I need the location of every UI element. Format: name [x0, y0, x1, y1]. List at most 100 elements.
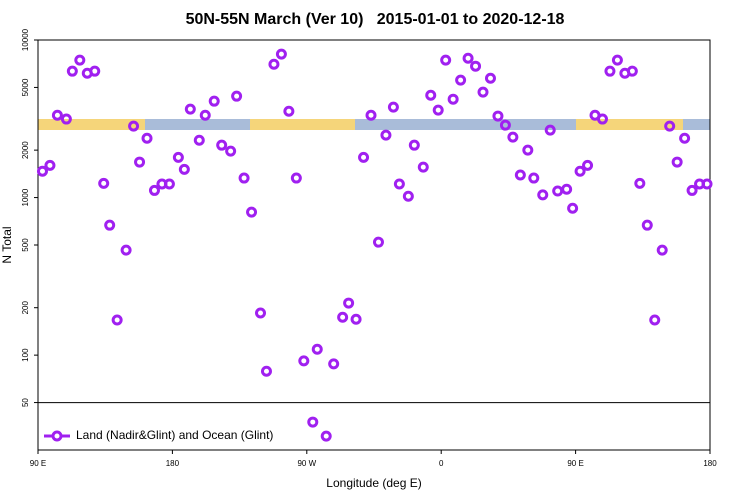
point	[216, 139, 228, 151]
x-tick-label: 180	[703, 459, 717, 468]
point	[307, 416, 319, 428]
y-tick-label: 50	[21, 398, 30, 407]
point	[537, 189, 549, 201]
point	[507, 131, 519, 143]
point	[447, 93, 459, 105]
point	[561, 183, 573, 195]
point	[604, 65, 616, 77]
point	[350, 313, 362, 325]
point	[268, 58, 280, 70]
y-tick-label: 500	[21, 238, 30, 252]
point	[380, 129, 392, 141]
point	[402, 190, 414, 202]
point	[51, 109, 63, 121]
point	[283, 105, 295, 117]
y-tick-label: 5000	[21, 78, 30, 96]
point	[408, 139, 420, 151]
point	[199, 109, 211, 121]
point	[128, 120, 140, 132]
point	[679, 132, 691, 144]
point	[514, 169, 526, 181]
point	[231, 90, 243, 102]
y-tick-label: 1000	[21, 188, 30, 206]
point	[148, 184, 160, 196]
point	[567, 202, 579, 214]
legend-marker	[51, 430, 63, 442]
point	[311, 343, 323, 355]
point	[290, 172, 302, 184]
point	[425, 89, 437, 101]
point	[462, 52, 474, 64]
point	[686, 184, 698, 196]
point	[634, 177, 646, 189]
point	[611, 54, 623, 66]
point	[260, 365, 272, 377]
point	[477, 86, 489, 98]
point	[111, 314, 123, 326]
point	[649, 314, 661, 326]
point	[552, 185, 564, 197]
point	[193, 134, 205, 146]
chart-title: 50N-55N March (Ver 10) 2015-01-01 to 202…	[186, 11, 565, 28]
x-tick-label: 180	[166, 459, 180, 468]
x-axis-label: Longitude (deg E)	[326, 476, 421, 490]
point	[656, 244, 668, 256]
point	[393, 178, 405, 190]
point	[89, 65, 101, 77]
point	[337, 311, 349, 323]
point	[66, 65, 78, 77]
point	[172, 151, 184, 163]
point	[470, 60, 482, 72]
point	[328, 358, 340, 370]
point	[522, 144, 534, 156]
point	[641, 219, 653, 231]
point	[365, 109, 377, 121]
point	[320, 430, 332, 442]
point	[255, 307, 267, 319]
point	[74, 54, 86, 66]
point	[626, 65, 638, 77]
point	[417, 161, 429, 173]
point	[664, 120, 676, 132]
point	[358, 151, 370, 163]
y-tick-label: 10000	[21, 28, 30, 51]
x-tick-label: 90 E	[30, 459, 46, 468]
point	[596, 113, 608, 125]
point	[275, 48, 287, 60]
legend-label: Land (Nadir&Glint) and Ocean (Glint)	[76, 428, 273, 442]
point	[36, 165, 48, 177]
point	[298, 355, 310, 367]
point	[60, 113, 72, 125]
point	[455, 74, 467, 86]
point	[432, 104, 444, 116]
point	[484, 72, 496, 84]
point	[225, 145, 237, 157]
point	[44, 159, 56, 171]
point	[701, 178, 713, 190]
point	[343, 297, 355, 309]
point	[163, 178, 175, 190]
point	[499, 119, 511, 131]
y-tick-label: 200	[21, 300, 30, 314]
point	[134, 156, 146, 168]
point	[184, 103, 196, 115]
point	[387, 101, 399, 113]
x-tick-label: 0	[439, 459, 444, 468]
surface-strip	[38, 119, 710, 130]
point	[238, 172, 250, 184]
point	[528, 172, 540, 184]
point	[671, 156, 683, 168]
point	[104, 219, 116, 231]
point	[246, 206, 258, 218]
point	[544, 124, 556, 136]
point	[582, 159, 594, 171]
point	[574, 165, 586, 177]
point	[120, 244, 132, 256]
point	[178, 163, 190, 175]
point	[98, 177, 110, 189]
point	[372, 236, 384, 248]
y-tick-label: 2000	[21, 141, 30, 159]
point	[141, 132, 153, 144]
y-tick-label: 100	[21, 348, 30, 362]
